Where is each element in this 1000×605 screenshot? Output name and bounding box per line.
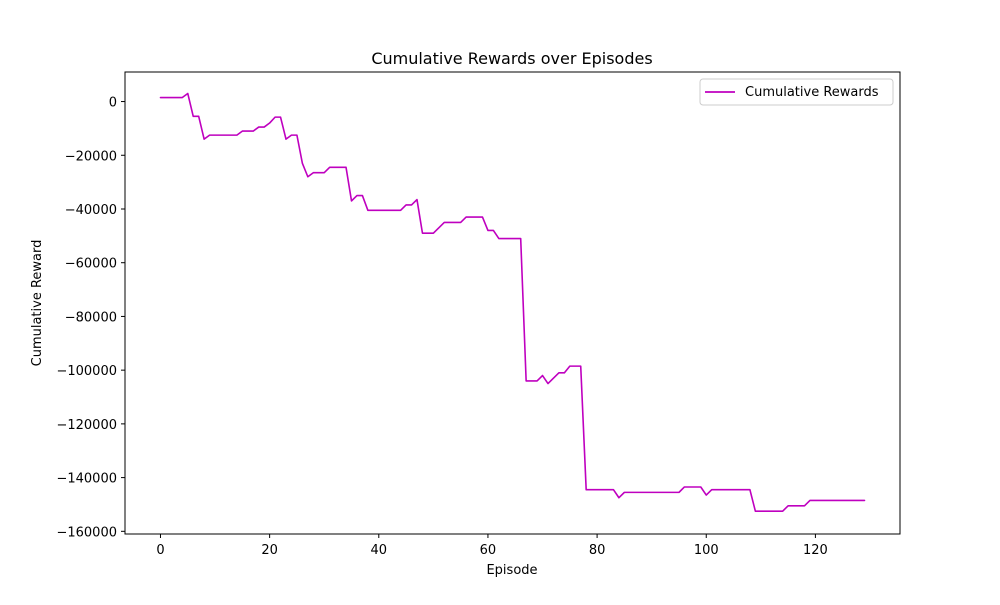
x-tick-label: 0 [156, 543, 164, 558]
plot-frame [124, 71, 901, 535]
x-tick-label: 20 [261, 543, 278, 558]
chart-title: Cumulative Rewards over Episodes [371, 49, 652, 68]
x-axis-label: Episode [486, 563, 537, 578]
legend-box [699, 78, 894, 106]
x-tick-label: 80 [589, 543, 606, 558]
y-tick-label: −120000 [56, 418, 117, 433]
y-tick-label: −100000 [56, 364, 117, 379]
y-tick-label: −60000 [65, 257, 117, 272]
y-axis-ticks: 0 −20000 −40000 −60000 −80000 −100000 −120000 −… [56, 96, 125, 540]
series-layer [159, 92, 866, 512]
y-tick-label: −20000 [65, 149, 117, 164]
legend-label-cumulative-rewards: Cumulative Rewards [745, 85, 879, 100]
y-tick-label: −140000 [56, 472, 117, 487]
y-tick-label: −80000 [65, 310, 117, 325]
series-line-cumulative-rewards [159, 92, 866, 512]
plot-area [124, 71, 901, 535]
x-tick-label: 100 [694, 543, 719, 558]
y-tick-label: 0 [109, 96, 117, 111]
y-tick-label: −40000 [65, 203, 117, 218]
legend: Cumulative Rewards [699, 78, 894, 106]
x-tick-label: 60 [480, 543, 497, 558]
x-axis-ticks: 0 20 40 60 80 100 120 [156, 534, 828, 558]
x-tick-label: 40 [371, 543, 388, 558]
x-tick-label: 120 [803, 543, 828, 558]
y-axis-label: Cumulative Reward [30, 240, 45, 367]
y-tick-label: −160000 [56, 525, 117, 540]
